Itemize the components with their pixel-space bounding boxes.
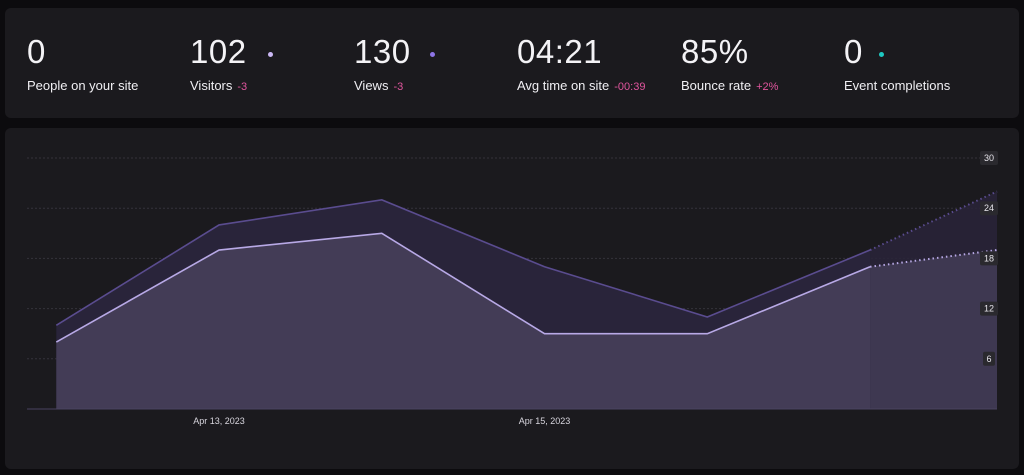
stat-label: Event completions xyxy=(844,78,951,93)
views-line xyxy=(55,199,871,327)
x-tick-label: Apr 13, 2023 xyxy=(193,416,245,426)
y-tick-label: 24 xyxy=(984,203,994,213)
stats-panel: 0 People on your site 102 Visitors -3 130 View… xyxy=(5,8,1019,118)
stat-value: 04:21 xyxy=(517,33,603,70)
stat-value: 0 xyxy=(27,33,46,70)
stat-label: Views xyxy=(354,78,389,93)
series-dot-icon xyxy=(268,52,273,57)
stat-value: 0 xyxy=(844,33,863,70)
views-partial-line xyxy=(869,190,998,251)
series-dot-icon xyxy=(879,52,884,57)
stat-label: People on your site xyxy=(27,78,139,93)
stat-delta: -00:39 xyxy=(614,81,646,93)
visitors-line xyxy=(55,232,871,343)
y-tick-label: 12 xyxy=(984,304,994,314)
stat-label: Visitors xyxy=(190,78,233,93)
y-tick-label-bg xyxy=(980,151,998,165)
visitors-area xyxy=(56,233,871,409)
y-tick-label: 6 xyxy=(986,354,991,364)
area-chart: 6 12 18 24 30 Apr 13, 2023 Apr 15, 2023 xyxy=(27,151,998,426)
y-tick-label: 18 xyxy=(984,253,994,263)
visitors-partial-area xyxy=(870,250,997,409)
y-tick-label-bg xyxy=(980,301,998,316)
y-tick-label-bg xyxy=(983,351,995,366)
x-tick-label: Apr 15, 2023 xyxy=(519,416,571,426)
y-tick-label-bg xyxy=(980,201,998,216)
stat-delta: +2% xyxy=(756,81,779,93)
stat-value: 130 xyxy=(354,33,411,70)
stat-label: Bounce rate xyxy=(681,78,752,93)
y-tick-label: 30 xyxy=(984,153,994,163)
stat-value: 102 xyxy=(190,33,247,70)
chart-panel: 6 12 18 24 30 Apr 13, 2023 Apr 15, 2023 xyxy=(5,128,1019,469)
stat-delta: -3 xyxy=(237,81,248,93)
visitors-partial-line xyxy=(869,249,998,268)
stat-delta: -3 xyxy=(393,81,404,93)
stat-value: 85% xyxy=(681,33,749,70)
y-tick-label-bg xyxy=(980,251,998,266)
series-dot-icon xyxy=(430,52,435,57)
stat-label: Avg time on site xyxy=(517,78,610,93)
